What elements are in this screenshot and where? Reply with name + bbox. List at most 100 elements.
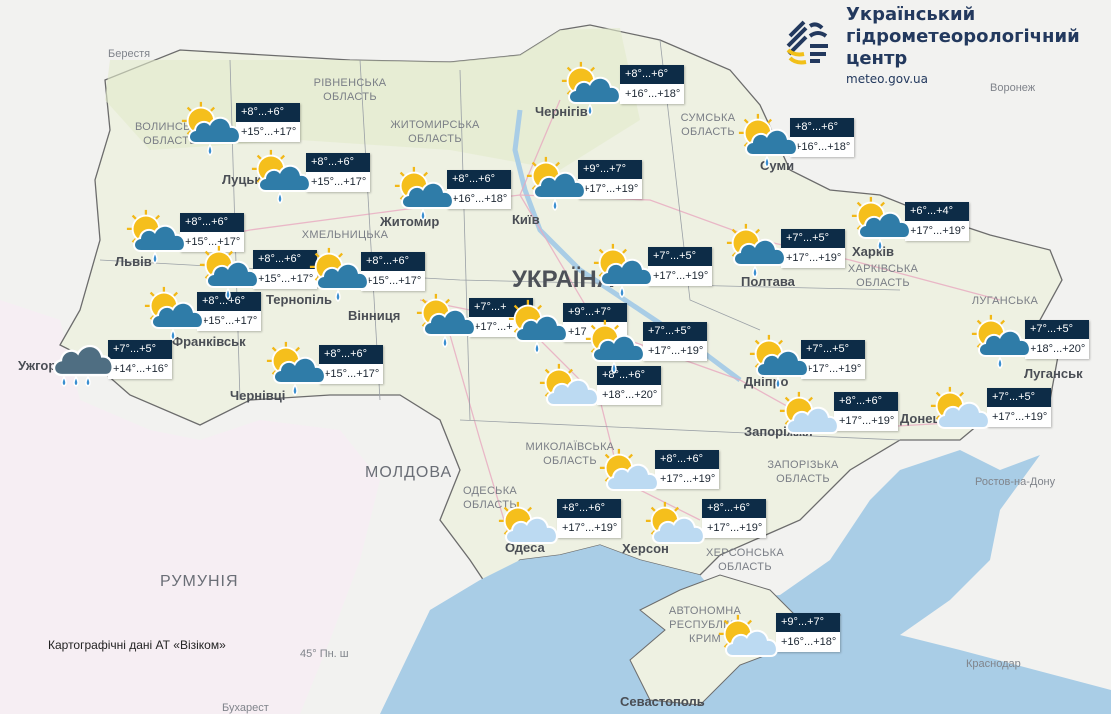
ukrhydromet-logo[interactable]: Український гідрометеорологічний центр m… — [782, 4, 1080, 86]
forecast-box[interactable]: +8°...+6° +15°...+17° — [180, 213, 244, 252]
city-label: Франківськ — [172, 334, 246, 349]
forecast-box[interactable]: +7°...+5° +17°...+19° — [781, 229, 845, 268]
forecast-box[interactable]: +9°...+7° +16°...+18° — [776, 613, 840, 652]
sun-cloud-rain-icon[interactable] — [393, 165, 455, 223]
forecast-box[interactable]: +8°...+6° +15°...+17° — [306, 153, 370, 192]
sun-cloud-rain-icon[interactable] — [507, 298, 569, 356]
sun-cloud-rain-icon[interactable] — [737, 112, 799, 170]
sun-cloud-icon[interactable] — [497, 500, 559, 558]
city-label: Херсон — [622, 541, 669, 556]
forecast-box[interactable]: +7°...+5° +18°...+20° — [1025, 320, 1089, 359]
night-temp: +7°...+5° — [108, 340, 172, 359]
org-name-line: гідрометеорологічний — [846, 26, 1080, 47]
day-temp: +17°...+19° — [801, 359, 865, 379]
foreign-place-label: Краснодар — [966, 658, 1021, 670]
city-label: Чернігів — [535, 104, 588, 119]
forecast-box[interactable]: +8°...+6° +15°...+17° — [319, 345, 383, 384]
region-label: ХЕРСОНСЬКА ОБЛАСТЬ — [706, 547, 784, 573]
day-temp: +14°...+16° — [108, 359, 172, 379]
day-temp: +16°...+18° — [790, 137, 854, 157]
night-temp: +8°...+6° — [306, 153, 370, 172]
day-temp: +17°...+19° — [781, 248, 845, 268]
region-label: РІВНЕНСЬКА ОБЛАСТЬ — [313, 77, 387, 103]
day-temp: +15°...+17° — [236, 122, 300, 142]
sun-cloud-rain-icon[interactable] — [592, 242, 654, 300]
forecast-box[interactable]: +6°...+4° +17°...+19° — [905, 202, 969, 241]
forecast-box[interactable]: +8°...+6° +17°...+19° — [557, 499, 621, 538]
region-label: СУМСЬКА ОБЛАСТЬ — [680, 112, 736, 138]
forecast-box[interactable]: +8°...+6° +17°...+19° — [655, 450, 719, 489]
region-label: МИКОЛАЇВСЬКА ОБЛАСТЬ — [525, 441, 615, 467]
day-temp: +17°...+19° — [655, 469, 719, 489]
sun-cloud-rain-icon[interactable] — [198, 244, 260, 302]
night-temp: +8°...+6° — [197, 292, 261, 311]
forecast-box[interactable]: +8°...+6° +16°...+18° — [620, 65, 684, 104]
sun-cloud-icon[interactable] — [538, 362, 600, 420]
sun-cloud-rain-icon[interactable] — [584, 318, 646, 376]
region-label: ЗАПОРІЗЬКА ОБЛАСТЬ — [767, 459, 839, 485]
sun-cloud-rain-icon[interactable] — [970, 313, 1032, 371]
sun-cloud-icon[interactable] — [929, 385, 991, 443]
country-label: УКРАЇНА — [512, 266, 615, 293]
night-temp: +8°...+6° — [620, 65, 684, 84]
region-label: ХМЕЛЬНИЦЬКА — [301, 229, 389, 241]
city-label: Луцьк — [222, 172, 261, 187]
night-temp: +8°...+6° — [655, 450, 719, 469]
day-temp: +18°...+20° — [597, 385, 661, 405]
city-label: Чернівці — [230, 388, 286, 403]
forecast-box[interactable]: +8°...+6° +15°...+17° — [197, 292, 261, 331]
website-link[interactable]: meteo.gov.ua — [846, 72, 929, 86]
sun-cloud-rain-icon[interactable] — [850, 195, 912, 253]
forecast-box[interactable]: +8°...+6° +17°...+19° — [834, 392, 898, 431]
sun-cloud-icon[interactable] — [717, 613, 779, 671]
forecast-box[interactable]: +7°...+5° +14°...+16° — [108, 340, 172, 379]
city-label: Севастополь — [620, 694, 705, 709]
sun-cloud-rain-icon[interactable] — [748, 333, 810, 391]
foreign-place-label: Воронеж — [990, 82, 1036, 94]
sun-cloud-rain-icon[interactable] — [308, 246, 370, 304]
water-drop-logo-icon — [786, 20, 828, 65]
day-temp: +15°...+17° — [361, 271, 425, 291]
forecast-box[interactable]: +8°...+6° +15°...+17° — [253, 250, 317, 289]
map-attribution: Картографічні дані АТ «Візіком» — [48, 638, 226, 652]
city-label: Львів — [115, 254, 152, 269]
rain-cloud-icon[interactable] — [50, 335, 112, 393]
day-temp: +16°...+18° — [620, 84, 684, 104]
sun-cloud-rain-icon[interactable] — [125, 208, 187, 266]
forecast-box[interactable]: +7°...+5° +17°...+19° — [648, 247, 712, 286]
forecast-box[interactable]: +7°...+5° +17°...+19° — [987, 388, 1051, 427]
sun-cloud-rain-icon[interactable] — [180, 100, 242, 158]
day-temp: +15°...+17° — [319, 364, 383, 384]
forecast-box[interactable]: +8°...+6° +16°...+18° — [447, 170, 511, 209]
sun-cloud-rain-icon[interactable] — [415, 292, 477, 350]
foreign-place-label: Бухарест — [222, 702, 269, 714]
foreign-place-label: МОЛДОВА — [365, 464, 453, 481]
sun-cloud-rain-icon[interactable] — [525, 155, 587, 213]
forecast-box[interactable]: +8°...+6° +16°...+18° — [790, 118, 854, 157]
org-name-line: Український — [846, 4, 976, 25]
forecast-box[interactable]: +9°...+7° +17°...+19° — [578, 160, 642, 199]
day-temp: +17°...+19° — [643, 341, 707, 361]
sun-cloud-rain-icon[interactable] — [250, 148, 312, 206]
city-label: Вінниця — [348, 308, 401, 323]
sun-cloud-rain-icon[interactable] — [265, 340, 327, 398]
city-label: Київ — [512, 212, 540, 227]
day-temp: +15°...+17° — [306, 172, 370, 192]
forecast-box[interactable]: +7°...+5° +17°...+19° — [643, 322, 707, 361]
sun-cloud-icon[interactable] — [644, 500, 706, 558]
sun-cloud-icon[interactable] — [598, 447, 660, 505]
forecast-box[interactable]: +8°...+6° +15°...+17° — [361, 252, 425, 291]
day-temp: +15°...+17° — [253, 269, 317, 289]
forecast-box[interactable]: +8°...+6° +17°...+19° — [702, 499, 766, 538]
night-temp: +6°...+4° — [905, 202, 969, 221]
region-label: ХАРКІВСЬКА ОБЛАСТЬ — [847, 263, 919, 289]
sun-cloud-rain-icon[interactable] — [143, 285, 205, 343]
night-temp: +8°...+6° — [319, 345, 383, 364]
sun-cloud-rain-icon[interactable] — [560, 60, 622, 118]
sun-cloud-icon[interactable] — [778, 390, 840, 448]
black-sea — [380, 450, 1111, 714]
city-label: Полтава — [741, 274, 795, 289]
sun-cloud-rain-icon[interactable] — [725, 222, 787, 280]
forecast-box[interactable]: +7°...+5° +17°...+19° — [801, 340, 865, 379]
forecast-box[interactable]: +8°...+6° +15°...+17° — [236, 103, 300, 142]
